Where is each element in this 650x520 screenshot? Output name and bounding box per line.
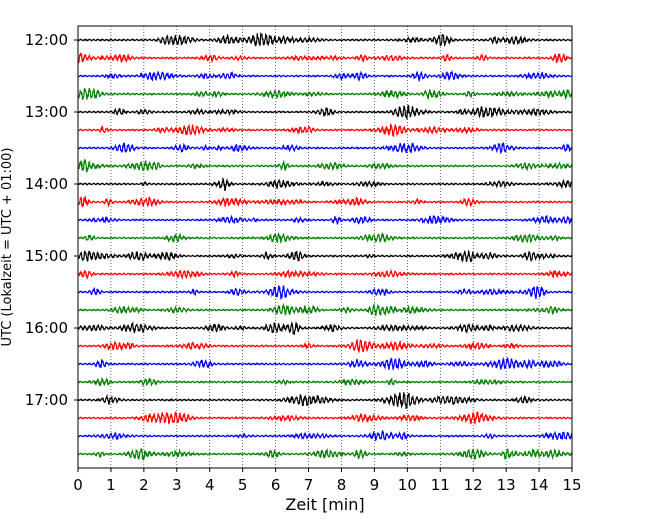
x-tick-label: 4 bbox=[205, 476, 215, 494]
seismic-traces bbox=[77, 31, 573, 461]
y-tick-label: 12:00 bbox=[25, 31, 68, 49]
y-tick-label: 13:00 bbox=[25, 103, 68, 121]
trace-line bbox=[77, 123, 573, 137]
trace-line bbox=[77, 214, 573, 226]
trace-line bbox=[77, 284, 573, 301]
trace-line bbox=[77, 302, 573, 317]
trace-line bbox=[77, 430, 573, 442]
trace-line bbox=[77, 447, 573, 461]
trace-line bbox=[77, 320, 573, 336]
x-tick-label: 7 bbox=[304, 476, 314, 494]
x-axis-ticks: 0 1 2 3 4 5 6 7 8 9 10 11 12 13 14 15 bbox=[73, 468, 582, 494]
y-axis-label: UTC (Lokalzeit = UTC + 01:00) bbox=[0, 148, 15, 347]
x-tick-label: 6 bbox=[271, 476, 281, 494]
trace-line bbox=[77, 104, 573, 120]
x-tick-label: 9 bbox=[370, 476, 380, 494]
plot-frame bbox=[77, 25, 573, 469]
trace-line bbox=[77, 69, 573, 82]
trace-line bbox=[77, 159, 573, 173]
trace-line bbox=[77, 141, 573, 154]
trace-line bbox=[77, 356, 573, 371]
trace-line bbox=[77, 87, 573, 101]
x-axis-label: Zeit [min] bbox=[285, 495, 364, 514]
x-tick-label: 3 bbox=[172, 476, 182, 494]
x-tick-label: 13 bbox=[497, 476, 516, 494]
trace-line bbox=[77, 176, 573, 191]
trace-line bbox=[77, 411, 573, 426]
x-tick-label: 14 bbox=[530, 476, 549, 494]
x-tick-label: 11 bbox=[431, 476, 450, 494]
trace-line bbox=[77, 392, 573, 410]
trace-line bbox=[77, 196, 573, 208]
x-tick-label: 5 bbox=[238, 476, 248, 494]
x-tick-label: 0 bbox=[73, 476, 83, 494]
y-tick-label: 14:00 bbox=[25, 175, 68, 193]
trace-line bbox=[77, 268, 573, 281]
x-tick-label: 10 bbox=[398, 476, 417, 494]
y-tick-label: 15:00 bbox=[25, 247, 68, 265]
x-tick-label: 15 bbox=[562, 476, 581, 494]
trace-line bbox=[77, 31, 572, 48]
y-axis-ticks: 12:00 13:00 14:00 15:00 16:00 17:00 bbox=[25, 31, 78, 409]
y-tick-label: 16:00 bbox=[25, 319, 68, 337]
trace-line bbox=[77, 231, 573, 245]
x-tick-label: 12 bbox=[464, 476, 483, 494]
trace-line bbox=[77, 338, 573, 353]
trace-line bbox=[77, 377, 573, 388]
x-tick-label: 8 bbox=[337, 476, 347, 494]
y-tick-label: 17:00 bbox=[25, 391, 68, 409]
trace-line bbox=[77, 249, 573, 263]
x-tick-label: 1 bbox=[106, 476, 116, 494]
x-tick-label: 2 bbox=[139, 476, 149, 494]
trace-line bbox=[77, 52, 573, 64]
